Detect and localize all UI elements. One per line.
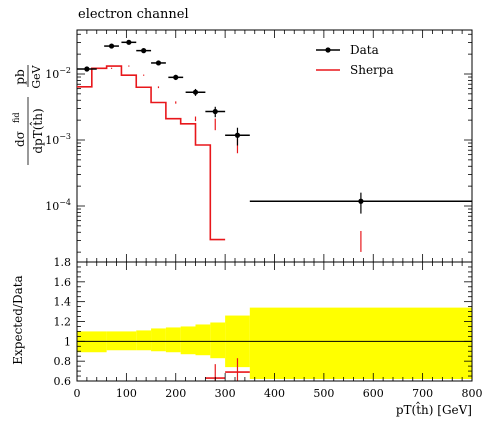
legend-data-label: Data bbox=[350, 43, 379, 57]
x-tick-label: 100 bbox=[116, 387, 137, 400]
y-tick-label: 10−4 bbox=[45, 198, 71, 213]
legend-sherpa-label: Sherpa bbox=[350, 63, 394, 77]
data-point bbox=[155, 60, 162, 66]
data-point bbox=[358, 198, 364, 204]
ylabel-superscript: fid bbox=[12, 113, 21, 123]
x-tick-label: 600 bbox=[363, 387, 384, 400]
main-panel: 10−2 10−3 10−4 bbox=[45, 29, 473, 263]
ratio-y-tick-label: 1.2 bbox=[54, 316, 72, 329]
ratio-y-tick-label: 1.6 bbox=[54, 276, 72, 289]
data-point bbox=[108, 43, 115, 49]
x-tick-label: 700 bbox=[412, 387, 433, 400]
x-tick-label: 800 bbox=[462, 387, 483, 400]
ylabel-denominator: dpT(t̂h) bbox=[28, 108, 45, 153]
uncertainty-band-bin bbox=[249, 307, 472, 380]
x-tick-label: 0 bbox=[74, 387, 81, 400]
unit-denominator: GeV bbox=[30, 64, 43, 88]
data-point bbox=[141, 48, 147, 54]
ratio-ylabel: Expected/Data bbox=[11, 275, 25, 364]
data-point bbox=[173, 74, 179, 80]
ratio-y-tick-label: 1 bbox=[64, 335, 71, 348]
data-point bbox=[234, 132, 241, 138]
data-point bbox=[212, 108, 218, 115]
x-axis-label: pT(t̂h) [GeV] bbox=[396, 400, 472, 417]
unit-numerator: pb bbox=[13, 69, 27, 85]
uncertainty-band-bin bbox=[165, 327, 181, 353]
ratio-y-tick-label: 0.8 bbox=[54, 355, 72, 368]
main-frame bbox=[76, 29, 473, 263]
ylabel-numerator: dσ bbox=[13, 131, 27, 147]
x-tick-label: 400 bbox=[264, 387, 285, 400]
channel-title: electron channel bbox=[78, 7, 189, 22]
uncertainty-band-bin bbox=[195, 324, 211, 356]
y-tick-label: 10−2 bbox=[45, 66, 71, 81]
ratio-panel: 0.6 0.8 1 1.2 1.4 1.6 1.8 0 100 200 300 400 500 600 70… bbox=[54, 256, 483, 400]
data-point bbox=[192, 89, 199, 95]
data-point bbox=[126, 39, 132, 45]
sherpa-histogram bbox=[77, 65, 226, 241]
ratio-y-tick-label: 1.8 bbox=[54, 256, 72, 269]
y-tick-label: 10−3 bbox=[45, 132, 71, 147]
uncertainty-band-bin bbox=[151, 328, 166, 352]
main-ylabel: dσ fid dpT(t̂h) pb GeV bbox=[12, 64, 45, 165]
x-tick-label: 300 bbox=[215, 387, 236, 400]
x-tick-label: 500 bbox=[313, 387, 334, 400]
legend: Data Sherpa bbox=[316, 43, 394, 77]
ratio-y-tick-label: 1.4 bbox=[54, 296, 72, 309]
ratio-y-tick-label: 0.6 bbox=[54, 375, 72, 388]
data-point bbox=[84, 66, 90, 72]
legend-data-marker bbox=[325, 47, 331, 53]
uncertainty-band-bin bbox=[210, 322, 226, 359]
x-tick-label: 200 bbox=[165, 387, 186, 400]
uncertainty-band-bin bbox=[136, 330, 152, 351]
uncertainty-band-bin bbox=[180, 326, 196, 355]
